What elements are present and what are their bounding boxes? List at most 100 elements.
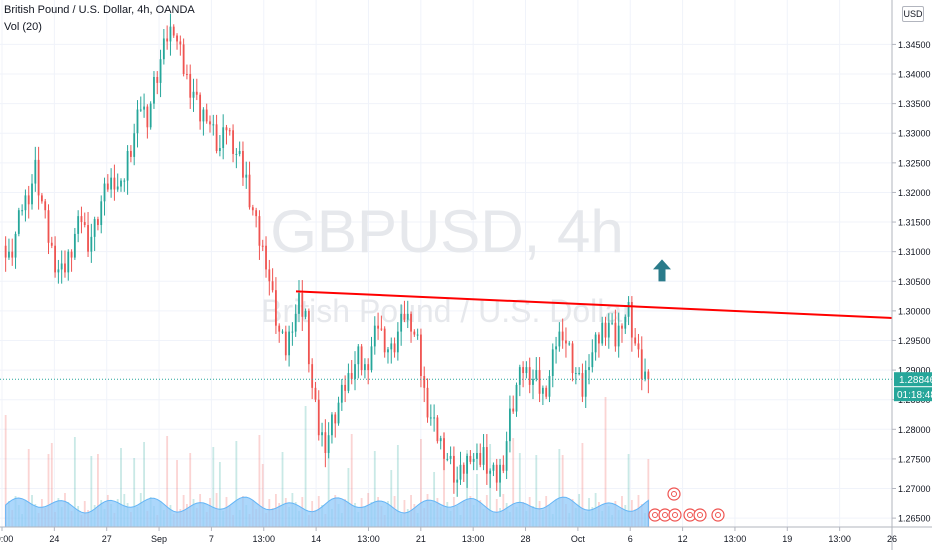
event-marker-icon[interactable] xyxy=(711,508,725,522)
candle-body xyxy=(354,364,356,379)
candle-body xyxy=(321,432,323,436)
event-markers[interactable] xyxy=(648,487,725,522)
candle-body xyxy=(67,251,70,273)
candle-body xyxy=(242,150,244,178)
candle-body xyxy=(420,334,422,377)
event-marker-dot xyxy=(687,512,693,518)
event-marker-icon[interactable] xyxy=(693,508,707,522)
volume-bar xyxy=(373,451,376,527)
time-axis-label: 24 xyxy=(49,534,59,544)
candle-body xyxy=(40,195,43,202)
price-axis-label: 1.31500 xyxy=(898,218,931,228)
candle-body xyxy=(571,343,574,374)
price-axis-label: 1.32000 xyxy=(898,188,931,198)
price-axis-label: 1.34000 xyxy=(898,70,931,80)
candle-body xyxy=(222,127,225,149)
candle-body xyxy=(54,245,56,273)
candle-body xyxy=(251,207,254,211)
price-axis-label: 1.27000 xyxy=(898,484,931,494)
candle-body xyxy=(83,222,86,226)
volume-bar xyxy=(512,438,515,527)
volume-bar xyxy=(604,397,607,527)
candle-body xyxy=(288,331,291,356)
candle-body xyxy=(535,370,538,379)
time-axis-label: Oct xyxy=(571,534,586,544)
candle-body xyxy=(97,219,99,226)
candle-body xyxy=(390,343,393,350)
candle-body xyxy=(565,340,567,344)
candle-body xyxy=(238,150,241,154)
candle-body xyxy=(120,180,122,187)
candle-body xyxy=(479,452,482,465)
candle-body xyxy=(17,210,20,234)
candle-body xyxy=(27,195,30,205)
candle-body xyxy=(209,121,211,125)
candle-body xyxy=(44,201,47,211)
candle-body xyxy=(139,109,142,111)
candle-body xyxy=(594,334,597,353)
volume-bar xyxy=(235,441,238,527)
volume-bar xyxy=(212,447,215,527)
candle-body xyxy=(116,186,119,190)
candle-body xyxy=(416,334,419,336)
event-marker-icon[interactable] xyxy=(668,508,682,522)
price-axis-label: 1.29500 xyxy=(898,336,931,346)
volume-bar xyxy=(420,439,422,527)
candle-body xyxy=(485,447,488,474)
volume-bar xyxy=(647,459,650,527)
candle-body xyxy=(452,455,455,483)
candle-body xyxy=(370,346,373,371)
candle-body xyxy=(8,251,10,258)
candle-body xyxy=(136,109,139,134)
time-axis-label: 13:00 xyxy=(462,534,485,544)
candle-body xyxy=(363,364,366,371)
candle-body xyxy=(248,174,251,208)
candle-body xyxy=(357,346,360,365)
candle-body xyxy=(176,35,178,42)
time-axis-label: 19 xyxy=(782,534,792,544)
candle-body xyxy=(278,325,281,332)
candle-body xyxy=(624,316,627,329)
volume-bar xyxy=(218,462,221,527)
candle-body xyxy=(568,343,571,345)
candle-body xyxy=(383,328,386,353)
time-axis-label: Sep xyxy=(151,534,167,544)
candle-body xyxy=(574,373,577,375)
candle-body xyxy=(337,402,340,424)
candle-body xyxy=(47,210,50,243)
volume-bar xyxy=(627,454,630,527)
candle-body xyxy=(489,470,492,474)
candle-body xyxy=(466,455,468,474)
candle-body xyxy=(21,210,24,212)
time-axis-label: 6 xyxy=(628,534,633,544)
candle-body xyxy=(258,216,261,246)
candle-body xyxy=(11,251,14,258)
time-axis[interactable]: 20:00 24 27 Sep 7 13:00 14 13:00 21 13:00 28 Oct 6 12… xyxy=(0,527,897,544)
candle-body xyxy=(327,435,330,453)
candle-body xyxy=(492,464,495,471)
up-arrow-icon[interactable] xyxy=(653,259,671,282)
price-axis-label: 1.33500 xyxy=(898,99,931,109)
candle-body xyxy=(522,367,525,374)
time-axis-label: 13:00 xyxy=(357,534,380,544)
candle-body xyxy=(129,150,132,157)
volume-indicator-label[interactable]: Vol (20) xyxy=(4,21,42,33)
event-marker-dot xyxy=(715,512,721,518)
candle-body xyxy=(400,313,403,332)
time-axis-label: 26 xyxy=(887,534,897,544)
candle-body xyxy=(64,263,66,273)
candle-body xyxy=(123,180,126,182)
candle-body xyxy=(80,216,83,223)
currency-button[interactable]: USD xyxy=(902,6,924,22)
volume-bar xyxy=(281,452,284,527)
candle-body xyxy=(149,103,152,128)
time-axis-label: 12 xyxy=(678,534,688,544)
candle-body xyxy=(446,458,449,460)
event-marker-icon[interactable] xyxy=(667,487,681,501)
price-axis[interactable]: 1.34500 1.34000 1.33500 1.33000 1.32500 1.320… xyxy=(892,40,931,524)
candle-body xyxy=(350,373,353,379)
candle-body xyxy=(627,301,630,317)
resistance-trendline[interactable] xyxy=(295,290,893,319)
candle-body xyxy=(476,452,478,459)
